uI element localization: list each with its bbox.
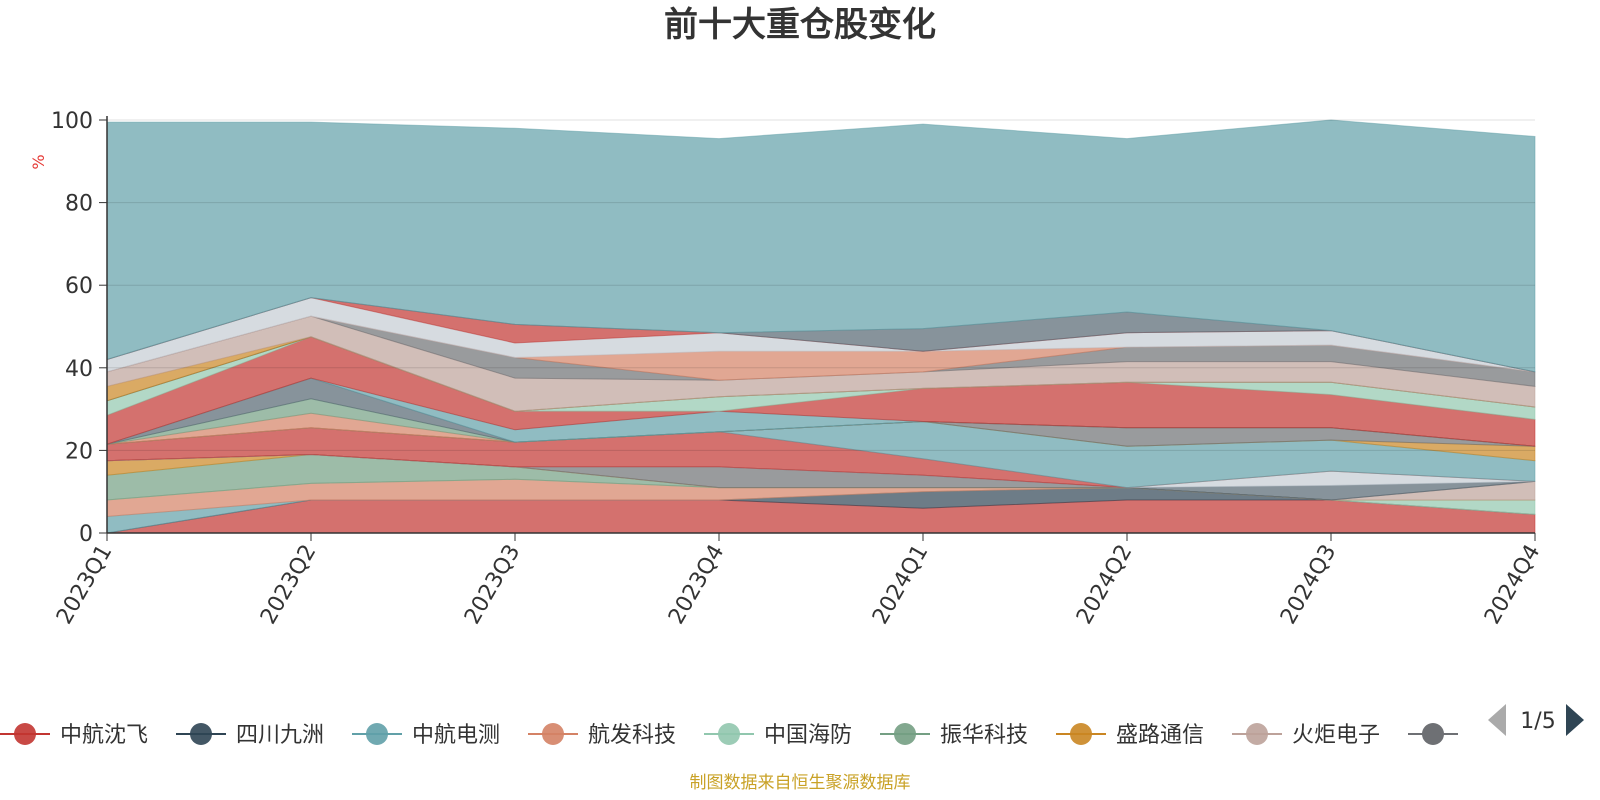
legend[interactable]: 中航沈飞 四川九洲 中航电测 航发科技 中国海防 振华科技 盛路通信 火炬电子 — [0, 723, 1458, 748]
y-tick-label: 0 — [79, 522, 93, 547]
series-area-0 — [106, 499, 1536, 534]
x-tick-label: 2024Q2 — [1072, 541, 1137, 629]
legend-label: 航发科技 — [588, 723, 676, 748]
legend-label: 振华科技 — [940, 723, 1028, 748]
legend-label: 中航沈飞 — [60, 723, 148, 748]
legend-marker-icon — [190, 723, 212, 745]
legend-item[interactable]: 振华科技 — [880, 723, 1028, 748]
legend-label: 中国海防 — [764, 723, 852, 748]
y-tick-label: 100 — [51, 109, 93, 134]
x-tick-label: 2024Q4 — [1480, 541, 1545, 629]
y-tick-label: 60 — [65, 274, 93, 299]
legend-item[interactable]: 中航沈飞 — [0, 723, 148, 748]
series-area-29 — [106, 119, 1536, 373]
legend-label: 盛路通信 — [1116, 723, 1204, 748]
x-tick-label: 2023Q1 — [52, 541, 117, 629]
x-tick-label: 2023Q4 — [664, 541, 729, 629]
x-tick-label: 2023Q3 — [460, 541, 525, 629]
y-axis-ticks: 0 20 40 60 80 100 — [51, 109, 107, 547]
legend-item[interactable]: 火炬电子 — [1232, 723, 1380, 748]
y-tick-label: 40 — [65, 357, 93, 382]
x-tick-label: 2024Q1 — [868, 541, 933, 629]
legend-marker-icon — [542, 723, 564, 745]
legend-marker-icon — [894, 723, 916, 745]
legend-next-page-icon[interactable] — [1566, 704, 1584, 736]
y-tick-label: 20 — [65, 439, 93, 464]
legend-pager: 1/5 — [1488, 704, 1584, 736]
series-areas — [106, 119, 1536, 534]
x-axis-ticks: 2023Q1 2023Q2 2023Q3 2023Q4 2024Q1 2024Q2 2024… — [52, 533, 1545, 629]
legend-page-indicator: 1/5 — [1520, 709, 1555, 734]
legend-prev-page-icon[interactable] — [1488, 704, 1506, 736]
legend-item[interactable]: 航发科技 — [528, 723, 676, 748]
legend-item-clipped[interactable] — [1408, 723, 1458, 745]
legend-item[interactable]: 中航电测 — [352, 723, 500, 748]
legend-marker-icon — [14, 723, 36, 745]
axes — [106, 116, 1535, 534]
x-tick-label: 2024Q3 — [1276, 541, 1341, 629]
legend-marker-icon — [718, 723, 740, 745]
legend-label: 火炬电子 — [1292, 723, 1380, 748]
x-tick-label: 2023Q2 — [256, 541, 321, 629]
legend-marker-icon — [1246, 723, 1268, 745]
grid-lines — [107, 119, 1535, 451]
chart-title: 前十大重仓股变化 — [664, 5, 936, 45]
legend-label: 中航电测 — [412, 723, 500, 748]
legend-marker-icon — [1422, 723, 1444, 745]
y-axis-unit: % — [29, 154, 48, 169]
data-source-footer: 制图数据来自恒生聚源数据库 — [690, 773, 911, 793]
legend-label: 四川九洲 — [236, 723, 324, 748]
legend-marker-icon — [366, 723, 388, 745]
legend-marker-icon — [1070, 723, 1092, 745]
legend-item[interactable]: 中国海防 — [704, 723, 852, 748]
legend-item[interactable]: 四川九洲 — [176, 723, 324, 748]
y-tick-label: 80 — [65, 192, 93, 217]
legend-item[interactable]: 盛路通信 — [1056, 723, 1204, 748]
